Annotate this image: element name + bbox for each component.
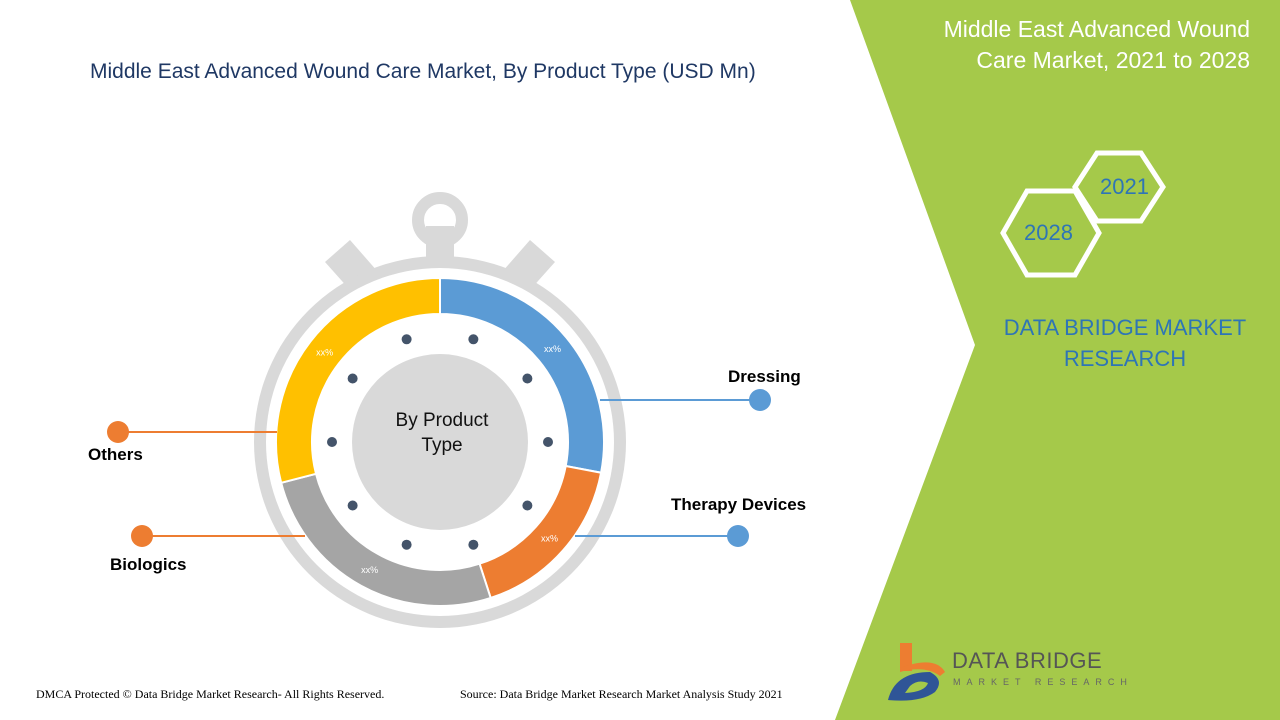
data-bridge-logo-icon [888, 643, 945, 701]
year-end: 2028 [1024, 220, 1073, 245]
logo-subtitle: MARKET RESEARCH [953, 677, 1133, 687]
dial-dot [468, 334, 479, 345]
dial-dot [522, 373, 533, 384]
dial-dot [543, 437, 553, 447]
dial-dot [468, 539, 479, 550]
side-panel [835, 0, 1280, 720]
footer-source: Source: Data Bridge Market Research Mark… [460, 687, 783, 701]
dial-dot [401, 334, 412, 345]
hexagon-2021 [1072, 150, 1166, 224]
marker-therapy-devices [727, 525, 749, 547]
dial-dot [401, 539, 412, 550]
marker-biologics [131, 525, 153, 547]
marker-others [107, 421, 129, 443]
category-label-others: Others [88, 445, 143, 464]
category-label-therapy-devices: Therapy Devices [671, 495, 807, 514]
category-label-biologics: Biologics [110, 555, 187, 574]
dial-dot [347, 373, 358, 384]
side-panel-title: Middle East Advanced Wound Care Market, … [943, 16, 1250, 73]
center-label: By Product Type [395, 410, 489, 456]
year-start: 2021 [1100, 174, 1149, 199]
logo-name: DATA BRIDGE [952, 648, 1103, 673]
donut-segment-others [275, 276, 441, 485]
marker-dressing [749, 389, 771, 411]
dial-dot [327, 437, 337, 447]
data-label: xx% [544, 344, 561, 354]
data-label: xx% [316, 348, 333, 358]
hexagon-2028 [1000, 188, 1102, 278]
dial-dot [347, 500, 358, 511]
dial-dot [522, 500, 533, 511]
brand-name: DATA BRIDGE MARKET RESEARCH [1003, 315, 1247, 371]
data-label: xx% [361, 565, 378, 575]
chart-title: Middle East Advanced Wound Care Market, … [90, 60, 756, 83]
footer-copyright: DMCA Protected © Data Bridge Market Rese… [36, 687, 385, 701]
category-label-dressing: Dressing [728, 367, 801, 386]
data-label: xx% [541, 534, 558, 544]
